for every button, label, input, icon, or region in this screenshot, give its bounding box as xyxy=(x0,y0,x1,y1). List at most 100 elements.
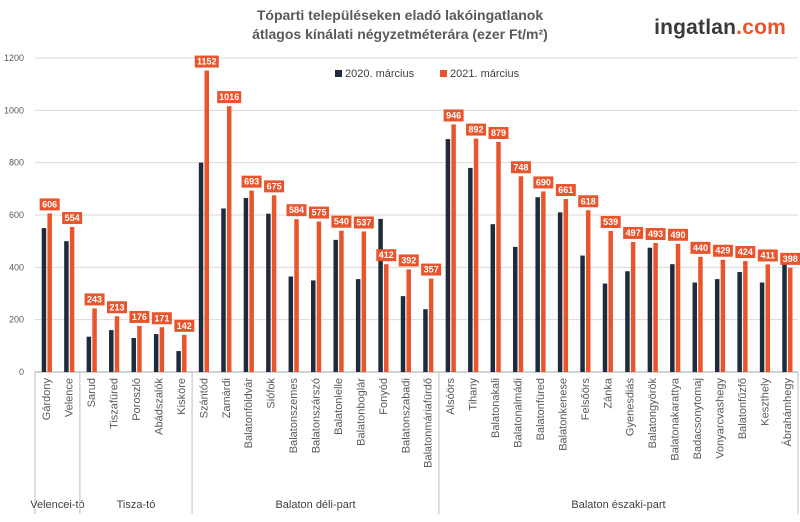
data-label: 693 xyxy=(244,177,259,187)
data-label: 946 xyxy=(446,110,461,120)
x-category-label: Balatongyörök xyxy=(647,378,659,449)
x-category-label: Keszthely xyxy=(759,378,771,426)
x-category-label: Felsőörs xyxy=(580,378,592,421)
data-label-bg xyxy=(443,109,464,122)
bar-2021 xyxy=(226,106,232,372)
data-label: 424 xyxy=(738,247,753,257)
x-category-label: Balatonfüred xyxy=(535,378,547,440)
data-label-bg xyxy=(286,204,307,217)
data-label-bg xyxy=(39,198,60,211)
data-label: 243 xyxy=(87,294,102,304)
bar-2021 xyxy=(47,213,52,372)
bar-2021 xyxy=(698,256,703,372)
bar-2020 xyxy=(692,282,698,372)
bar-2020 xyxy=(759,282,765,372)
data-label: 537 xyxy=(356,217,371,227)
gridlines xyxy=(35,57,798,373)
group-label: Velencei-tó xyxy=(30,499,84,511)
data-label: 411 xyxy=(761,250,776,260)
group-label: Balaton déli-part xyxy=(275,499,355,511)
bar-2020 xyxy=(423,309,428,372)
data-label: 618 xyxy=(581,196,596,206)
bar-2020 xyxy=(311,280,316,372)
bar-2020 xyxy=(602,283,608,372)
bar-2020 xyxy=(468,167,473,372)
x-category-label: Balatonszárszó xyxy=(311,378,323,453)
bar-2021 xyxy=(137,325,142,372)
data-label-bg xyxy=(623,226,644,239)
bar-2021 xyxy=(182,334,187,372)
bar-2021 xyxy=(653,242,658,372)
bar-2020 xyxy=(288,276,294,372)
data-label: 606 xyxy=(42,199,57,209)
x-category-label: Balatonlelle xyxy=(333,378,345,435)
bar-2021 xyxy=(294,219,299,372)
data-label: 429 xyxy=(715,246,730,256)
data-label: 554 xyxy=(65,213,80,223)
bar-2021 xyxy=(361,231,367,372)
data-label-bg xyxy=(735,246,756,259)
y-tick-label: 200 xyxy=(9,315,24,325)
data-label: 892 xyxy=(469,125,484,135)
bar-2021 xyxy=(428,278,434,372)
data-label: 392 xyxy=(401,255,416,265)
bar-2021 xyxy=(496,141,501,372)
bar-2020 xyxy=(647,247,653,372)
bar-2020 xyxy=(131,337,136,372)
data-label-bg xyxy=(376,249,397,262)
x-category-label: Siófok xyxy=(266,378,278,409)
x-category-label: Balatonfűzfő xyxy=(737,378,749,439)
legend-label-2021: 2021. március xyxy=(450,68,520,80)
data-label-bg xyxy=(668,228,689,241)
bar-2021 xyxy=(518,176,524,372)
data-label-bg xyxy=(151,312,172,325)
data-label: 690 xyxy=(536,177,551,187)
data-label: 398 xyxy=(783,254,798,264)
x-category-label: Poroszló xyxy=(131,378,143,421)
data-label-bg xyxy=(217,91,242,104)
group-label: Tisza-tó xyxy=(117,499,156,511)
data-label-bg xyxy=(174,319,195,332)
data-label: 412 xyxy=(379,250,394,260)
bar-2020 xyxy=(490,224,496,372)
brand-logo-main: ingatlan xyxy=(654,16,737,39)
bar-2021 xyxy=(720,259,726,372)
bar-2020 xyxy=(670,264,675,372)
data-label-bg xyxy=(421,263,442,276)
bar-2021 xyxy=(384,264,389,372)
bar-2020 xyxy=(355,279,361,372)
data-label-bg xyxy=(533,176,554,189)
data-label-bg xyxy=(757,249,778,262)
bar-2021 xyxy=(473,138,479,372)
x-category-label: Alsóörs xyxy=(445,378,457,415)
data-label: 1016 xyxy=(219,92,239,102)
brand-logo-ext: .com xyxy=(736,16,786,39)
bar-2020 xyxy=(400,296,406,372)
legend-label-2020: 2020. március xyxy=(345,68,415,80)
data-label: 142 xyxy=(177,321,192,331)
data-label-bg xyxy=(353,216,374,229)
data-label: 176 xyxy=(132,312,147,322)
bar-2020 xyxy=(378,218,383,372)
data-label: 497 xyxy=(626,228,641,238)
x-category-label: Kisköre xyxy=(176,378,188,415)
data-label: 171 xyxy=(154,313,169,323)
bar-2020 xyxy=(221,208,226,372)
x-category-label: Gárdony xyxy=(41,378,53,421)
y-tick-label: 1000 xyxy=(4,105,24,115)
bar-2021 xyxy=(316,221,322,372)
data-label-bg xyxy=(106,301,127,314)
bar-2021 xyxy=(271,195,277,372)
chart-title-line-2: átlagos kínálati négyzetméterára (ezer F… xyxy=(252,26,548,42)
bar-2020 xyxy=(41,228,47,372)
y-tick-label: 600 xyxy=(9,210,24,220)
data-label-bg xyxy=(264,180,285,193)
bar-2020 xyxy=(243,197,249,372)
data-label-bg xyxy=(194,55,219,68)
x-category-label: Tiszafüred xyxy=(109,378,121,429)
legend-swatch-2021 xyxy=(440,70,447,77)
bar-2021 xyxy=(586,210,591,372)
x-category-label: Balatonföldvár xyxy=(243,378,255,449)
data-label-bg xyxy=(645,227,666,240)
y-tick-label: 400 xyxy=(9,262,24,272)
